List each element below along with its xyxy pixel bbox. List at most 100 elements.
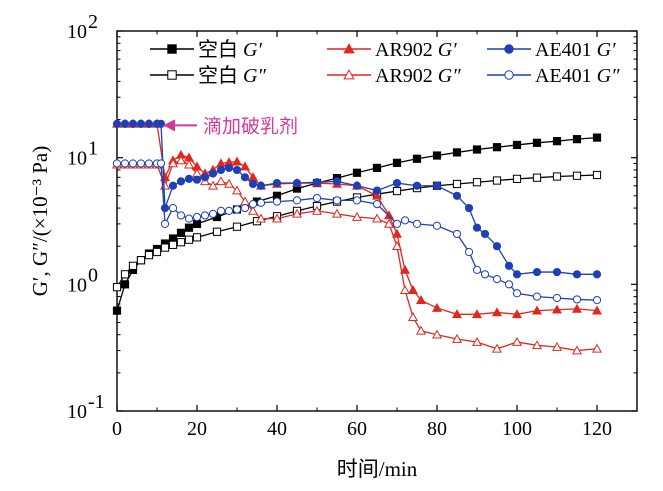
legend-label: AE401 G″ [535, 65, 620, 87]
data-point [352, 211, 362, 221]
data-point [452, 309, 462, 319]
data-point [240, 203, 250, 213]
data-point [156, 159, 166, 168]
data-point [392, 241, 402, 251]
data-point [192, 233, 202, 242]
data-point [224, 178, 234, 188]
legend-label-symbol: G′ [438, 39, 457, 61]
data-point [552, 172, 562, 181]
data-point [160, 203, 170, 213]
data-point [452, 229, 462, 239]
y-axis-title: G′, G″/(×10⁻³ Pa) [28, 146, 52, 296]
data-point [112, 119, 122, 128]
data-point [492, 143, 502, 152]
series-5 [112, 159, 602, 305]
y-tick-exponent: 2 [88, 11, 98, 33]
data-point [168, 203, 178, 213]
data-point [572, 270, 582, 279]
data-point [160, 243, 170, 252]
legend-item: AE401 G″ [487, 65, 620, 87]
legend-swatch-marker [167, 70, 177, 80]
data-point [200, 173, 210, 182]
legend-label-main: 空白 [198, 64, 243, 87]
legend-label-symbol: G″ [597, 65, 620, 87]
data-point [372, 163, 382, 173]
data-point [592, 133, 602, 142]
data-point [112, 159, 122, 168]
data-point [192, 175, 202, 184]
data-point [392, 219, 402, 228]
legend-item: AR902 G′ [327, 39, 457, 61]
data-point [372, 213, 382, 223]
legend-label-main: AR902 [375, 65, 438, 87]
data-point [272, 178, 282, 188]
annotation-label: 滴加破乳剂 [203, 115, 298, 137]
data-point [392, 186, 402, 196]
legend-label: 空白 G″ [198, 64, 266, 87]
data-point [552, 304, 562, 314]
x-tick-label: 100 [502, 418, 532, 440]
data-point [272, 213, 282, 223]
data-point [552, 137, 562, 146]
data-point [504, 261, 514, 270]
data-point [512, 270, 522, 279]
annotation-arrowhead [163, 119, 175, 132]
data-point [352, 196, 362, 205]
data-point [120, 119, 130, 128]
data-point [112, 306, 122, 315]
data-point [432, 221, 442, 230]
data-point [184, 214, 194, 223]
data-point [408, 284, 418, 294]
data-point [552, 267, 562, 277]
data-point [232, 222, 242, 231]
data-point [248, 179, 258, 189]
data-point [184, 159, 194, 169]
data-point [232, 165, 242, 175]
data-point [480, 229, 490, 239]
data-point [412, 219, 422, 228]
y-tick-label: 10 [67, 148, 87, 170]
legend-swatch-marker [167, 44, 177, 54]
data-point [416, 294, 426, 304]
data-point [136, 159, 146, 168]
x-tick-label: 120 [582, 418, 612, 440]
data-point [552, 293, 562, 303]
data-point [216, 165, 226, 175]
data-point [572, 171, 582, 180]
data-point [256, 181, 266, 190]
series-1 [112, 170, 602, 292]
x-tick-label: 20 [187, 418, 207, 440]
legend-label: 空白 G′ [198, 38, 262, 61]
data-point [572, 135, 582, 144]
legend-swatch-marker [504, 70, 514, 80]
data-point [176, 155, 186, 165]
data-point [200, 211, 210, 220]
data-point [400, 264, 410, 274]
data-point [248, 205, 258, 215]
legend-label: AR902 G″ [375, 65, 461, 87]
legend-item: 空白 G″ [150, 64, 266, 87]
data-point [512, 174, 522, 183]
legend-swatch-marker [343, 43, 355, 54]
data-point [184, 235, 194, 244]
data-point [452, 191, 462, 200]
data-point [152, 247, 162, 257]
data-point [492, 343, 502, 353]
data-point [240, 161, 250, 171]
data-point [128, 119, 138, 128]
legend-label-symbol: G″ [243, 65, 266, 87]
data-point [512, 140, 522, 150]
plot-frame [116, 30, 638, 412]
data-point [192, 219, 202, 228]
y-tick-label: 10 [67, 21, 87, 43]
data-point [352, 181, 362, 190]
x-axis-title: 时间/min [337, 457, 418, 481]
data-point [512, 289, 522, 298]
data-point [292, 178, 302, 188]
data-point [532, 267, 542, 277]
data-point [176, 177, 186, 186]
data-point [592, 170, 602, 180]
data-point [168, 158, 178, 168]
data-point [372, 186, 382, 195]
